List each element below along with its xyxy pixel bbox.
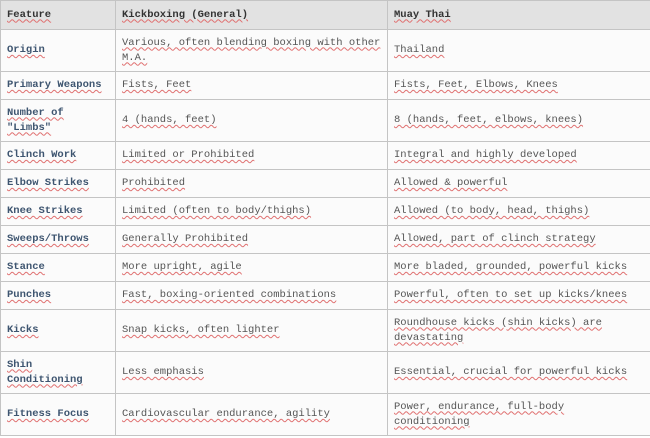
muay-thai-cell: Allowed & powerful [387, 169, 650, 198]
kickboxing-cell-text: Various, often blending boxing with othe… [122, 36, 381, 64]
kickboxing-cell: Fast, boxing-oriented combinations [115, 281, 388, 310]
feature-cell: Punches [0, 281, 116, 310]
header-kickboxing: Kickboxing (General) [115, 0, 388, 30]
table-row: Stance More upright, agile More bladed, gr… [0, 253, 650, 282]
feature-cell: Number of "Limbs" [0, 99, 116, 142]
kickboxing-cell-text: Less emphasis [122, 366, 204, 378]
muay-thai-cell-text: Roundhouse kicks (shin kicks) are devast… [394, 316, 602, 344]
muay-thai-cell-text: Power, endurance, full-body conditioning [394, 400, 565, 428]
muay-thai-cell-text: Powerful, often to set up kicks/knees [394, 289, 628, 301]
kickboxing-cell: Cardiovascular endurance, agility [115, 393, 388, 436]
kickboxing-cell: 4 (hands, feet) [115, 99, 388, 142]
table-row: Origin Various, often blending boxing wit… [0, 29, 650, 72]
muay-thai-cell-text: Integral and highly developed [394, 149, 577, 161]
feature-cell: Kicks [0, 309, 116, 352]
header-kickboxing-text: Kickboxing (General) [122, 8, 249, 21]
table-row: Punches Fast, boxing-oriented combination… [0, 281, 650, 310]
muay-thai-cell: Roundhouse kicks (shin kicks) are devast… [387, 309, 650, 352]
feature-cell: Shin Conditioning [0, 351, 116, 394]
feature-cell-text: Fitness Focus [7, 408, 89, 420]
feature-cell-text: Punches [7, 289, 52, 301]
table-row: Fitness Focus Cardiovascular endurance, a… [0, 393, 650, 436]
muay-thai-cell: Allowed, part of clinch strategy [387, 225, 650, 254]
feature-cell-text: Kicks [7, 324, 39, 336]
kickboxing-cell-text: 4 (hands, feet) [122, 114, 217, 126]
table-row: Elbow Strikes Prohibited Allowed & powerfu… [0, 169, 650, 198]
kickboxing-cell-text: Prohibited [122, 177, 186, 189]
muay-thai-cell-text: More bladed, grounded, powerful kicks [394, 261, 628, 273]
muay-thai-cell-text: Fists, Feet, Elbows, Knees [394, 79, 558, 91]
feature-cell: Sweeps/Throws [0, 225, 116, 254]
feature-cell-text: Elbow Strikes [7, 177, 89, 189]
header-row: Feature Kickboxing (General) Muay Thai [0, 0, 650, 30]
feature-cell: Stance [0, 253, 116, 282]
feature-cell: Elbow Strikes [0, 169, 116, 198]
kickboxing-cell: Limited or Prohibited [115, 141, 388, 170]
kickboxing-cell-text: Generally Prohibited [122, 233, 249, 245]
feature-cell: Primary Weapons [0, 71, 116, 100]
kickboxing-cell: Snap kicks, often lighter [115, 309, 388, 352]
muay-thai-cell: Thailand [387, 29, 650, 72]
kickboxing-cell-text: Limited (often to body/thighs) [122, 205, 312, 217]
table-row: Kicks Snap kicks, often lighter Roundhouse… [0, 309, 650, 352]
feature-cell: Clinch Work [0, 141, 116, 170]
kickboxing-cell-text: Limited or Prohibited [122, 149, 255, 161]
muay-thai-cell: 8 (hands, feet, elbows, knees) [387, 99, 650, 142]
feature-cell-text: Knee Strikes [7, 205, 83, 217]
table-row: Primary Weapons Fists, Feet Fists, Feet, E… [0, 71, 650, 100]
feature-cell: Fitness Focus [0, 393, 116, 436]
feature-cell-text: Primary Weapons [7, 79, 102, 91]
table-row: Shin Conditioning Less emphasis Essential,… [0, 351, 650, 394]
kickboxing-cell: Limited (often to body/thighs) [115, 197, 388, 226]
table-row: Clinch Work Limited or Prohibited Integral… [0, 141, 650, 170]
kickboxing-cell: Less emphasis [115, 351, 388, 394]
feature-cell-text: Number of "Limbs" [7, 106, 64, 134]
muay-thai-cell: Integral and highly developed [387, 141, 650, 170]
kickboxing-cell-text: More upright, agile [122, 261, 242, 273]
feature-cell-text: Sweeps/Throws [7, 233, 89, 245]
feature-cell-text: Shin Conditioning [7, 358, 83, 386]
muay-thai-cell-text: Thailand [394, 44, 445, 56]
feature-cell: Knee Strikes [0, 197, 116, 226]
muay-thai-cell-text: Allowed, part of clinch strategy [394, 233, 596, 245]
feature-cell-text: Clinch Work [7, 149, 77, 161]
muay-thai-cell: Powerful, often to set up kicks/knees [387, 281, 650, 310]
header-feature-text: Feature [7, 8, 52, 21]
feature-cell-text: Origin [7, 44, 45, 56]
muay-thai-cell-text: Allowed & powerful [394, 177, 508, 189]
kickboxing-cell: Prohibited [115, 169, 388, 198]
table-row: Knee Strikes Limited (often to body/thigh… [0, 197, 650, 226]
header-muay-thai-text: Muay Thai [394, 8, 451, 21]
kickboxing-cell: More upright, agile [115, 253, 388, 282]
kickboxing-cell-text: Snap kicks, often lighter [122, 324, 280, 336]
kickboxing-cell-text: Fast, boxing-oriented combinations [122, 289, 337, 301]
muay-thai-cell: More bladed, grounded, powerful kicks [387, 253, 650, 282]
kickboxing-cell: Fists, Feet [115, 71, 388, 100]
kickboxing-cell-text: Cardiovascular endurance, agility [122, 408, 330, 420]
kickboxing-cell: Various, often blending boxing with othe… [115, 29, 388, 72]
feature-cell-text: Stance [7, 261, 45, 273]
muay-thai-cell: Essential, crucial for powerful kicks [387, 351, 650, 394]
kickboxing-cell: Generally Prohibited [115, 225, 388, 254]
muay-thai-cell: Fists, Feet, Elbows, Knees [387, 71, 650, 100]
header-muay-thai: Muay Thai [387, 0, 650, 30]
muay-thai-cell-text: Allowed (to body, head, thighs) [394, 205, 590, 217]
muay-thai-cell: Power, endurance, full-body conditioning [387, 393, 650, 436]
muay-thai-cell-text: Essential, crucial for powerful kicks [394, 366, 628, 378]
kickboxing-cell-text: Fists, Feet [122, 79, 192, 91]
header-feature: Feature [0, 0, 116, 30]
feature-cell: Origin [0, 29, 116, 72]
muay-thai-cell-text: 8 (hands, feet, elbows, knees) [394, 114, 584, 126]
table-row: Number of "Limbs" 4 (hands, feet) 8 (hands… [0, 99, 650, 142]
table-row: Sweeps/Throws Generally Prohibited Allowed… [0, 225, 650, 254]
muay-thai-cell: Allowed (to body, head, thighs) [387, 197, 650, 226]
